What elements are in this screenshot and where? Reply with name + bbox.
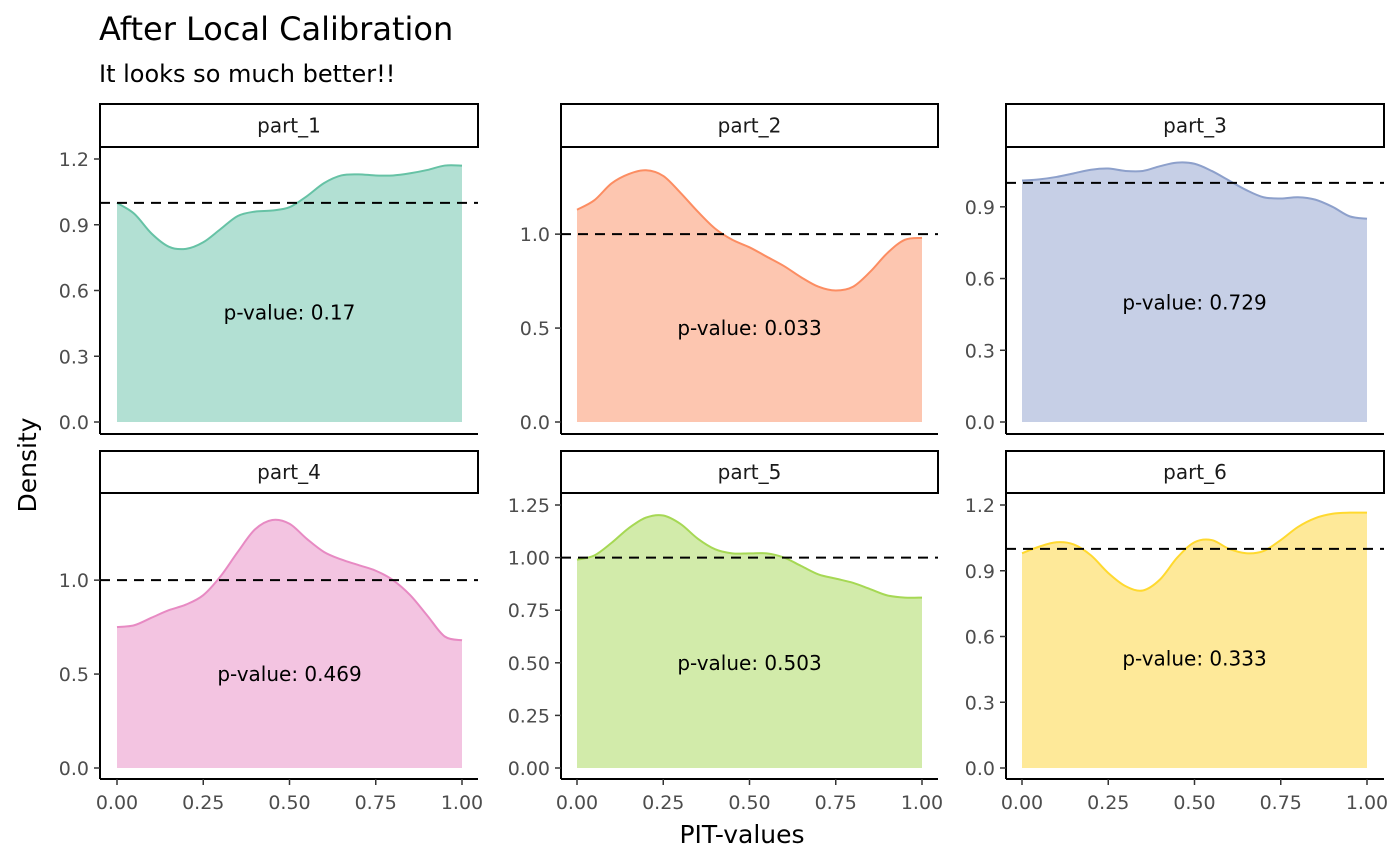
x-tick-label: 0.00 (556, 792, 598, 814)
x-tick-label: 0.00 (1001, 792, 1043, 814)
density-area (577, 515, 922, 768)
density-line (116, 164, 463, 251)
y-tick-label: 0.3 (965, 340, 995, 362)
facet-strip-label: part_5 (718, 460, 782, 484)
y-tick-label: 0.3 (965, 692, 995, 714)
x-tick-label: 1.00 (1346, 792, 1388, 814)
y-tick-label: 0.6 (965, 627, 995, 649)
x-tick-label: 0.75 (815, 792, 857, 814)
x-tick-label: 0.50 (1173, 792, 1215, 814)
p-value-label: p-value: 0.333 (1122, 646, 1266, 670)
p-value-label: p-value: 0.469 (217, 662, 361, 686)
x-tick-label: 0.50 (268, 792, 310, 814)
density-area (117, 165, 462, 423)
y-tick-label: 0.3 (59, 346, 89, 368)
y-tick-label: 0.9 (965, 561, 995, 583)
y-tick-label: 0.0 (520, 412, 550, 434)
panel-part_1: part_1 p-value: 0.17 0.0 0.3 0.6 0.9 1.2 (59, 103, 479, 435)
y-tick-label: 1.2 (59, 149, 89, 171)
y-tick-label: 0.75 (508, 600, 550, 622)
facet-panels: part_1 p-value: 0.17 0.0 0.3 0.6 0.9 1.2 part_2… (59, 103, 1388, 814)
y-axis-title: Density (13, 417, 42, 512)
y-tick-label: 0.00 (508, 758, 550, 780)
y-tick-label: 1.0 (59, 570, 89, 592)
density-area (1022, 162, 1367, 422)
y-tick-label: 0.0 (965, 412, 995, 434)
y-tick-label: 0.9 (59, 215, 89, 237)
facet-strip-label: part_1 (257, 114, 321, 138)
facet-strip (560, 103, 939, 148)
y-tick-label: 0.25 (508, 705, 550, 727)
chart-subtitle: It looks so much better!! (99, 60, 395, 88)
facet-strip-label: part_2 (718, 114, 782, 138)
density-line (1021, 511, 1368, 592)
p-value-label: p-value: 0.033 (677, 316, 821, 340)
density-line (1021, 161, 1368, 220)
x-tick-label: 0.25 (1087, 792, 1129, 814)
facet-strip (560, 450, 939, 494)
x-tick-label: 0.75 (355, 792, 397, 814)
panel-part_4: part_4 p-value: 0.469 0.0 0.5 1.0 0.00 0.25 0.5… (59, 450, 483, 814)
x-tick-label: 0.75 (1260, 792, 1302, 814)
panel-part_6: part_6 p-value: 0.333 0.0 0.3 0.6 0.9 1.2 0.00 0… (965, 450, 1388, 814)
panel-part_5: part_5 p-value: 0.503 0.00 0.25 0.50 0.75 1.00… (508, 450, 943, 814)
x-tick-label: 0.25 (642, 792, 684, 814)
p-value-label: p-value: 0.17 (224, 300, 356, 324)
y-tick-label: 1.25 (508, 495, 550, 517)
y-tick-label: 1.00 (508, 548, 550, 570)
facet-strip-label: part_6 (1163, 460, 1227, 484)
facet-strip (1005, 103, 1385, 148)
x-tick-label: 0.50 (728, 792, 770, 814)
density-area (1022, 512, 1367, 768)
x-tick-label: 1.00 (441, 792, 483, 814)
y-tick-label: 0.50 (508, 653, 550, 675)
facet-strip (99, 103, 479, 148)
y-tick-label: 0.6 (59, 281, 89, 303)
x-axis-title: PIT-values (679, 820, 804, 849)
p-value-label: p-value: 0.729 (1122, 290, 1266, 314)
panel-part_2: part_2 p-value: 0.033 0.0 0.5 1.0 (520, 103, 939, 435)
y-tick-label: 1.2 (965, 495, 995, 517)
chart-title: After Local Calibration (99, 10, 453, 48)
y-tick-label: 0.0 (965, 758, 995, 780)
y-tick-label: 0.5 (59, 664, 89, 686)
y-tick-label: 0.0 (59, 412, 89, 434)
p-value-label: p-value: 0.503 (677, 651, 821, 675)
y-tick-label: 0.9 (965, 197, 995, 219)
facet-strip-label: part_3 (1163, 114, 1227, 138)
density-area (577, 170, 922, 422)
y-tick-label: 0.0 (59, 758, 89, 780)
panel-part_3: part_3 p-value: 0.729 0.0 0.3 0.6 0.9 (965, 103, 1385, 435)
density-line (576, 169, 923, 292)
x-tick-label: 1.00 (901, 792, 943, 814)
x-tick-label: 0.00 (96, 792, 138, 814)
y-tick-label: 0.6 (965, 269, 995, 291)
facet-strip-label: part_4 (257, 460, 321, 484)
facet-strip (1005, 450, 1385, 494)
density-line (116, 518, 463, 642)
facet-strip (99, 450, 479, 494)
x-tick-label: 0.25 (182, 792, 224, 814)
density-line (576, 514, 923, 599)
y-tick-label: 0.5 (520, 318, 550, 340)
density-area (117, 519, 462, 768)
y-tick-label: 1.0 (520, 224, 550, 246)
